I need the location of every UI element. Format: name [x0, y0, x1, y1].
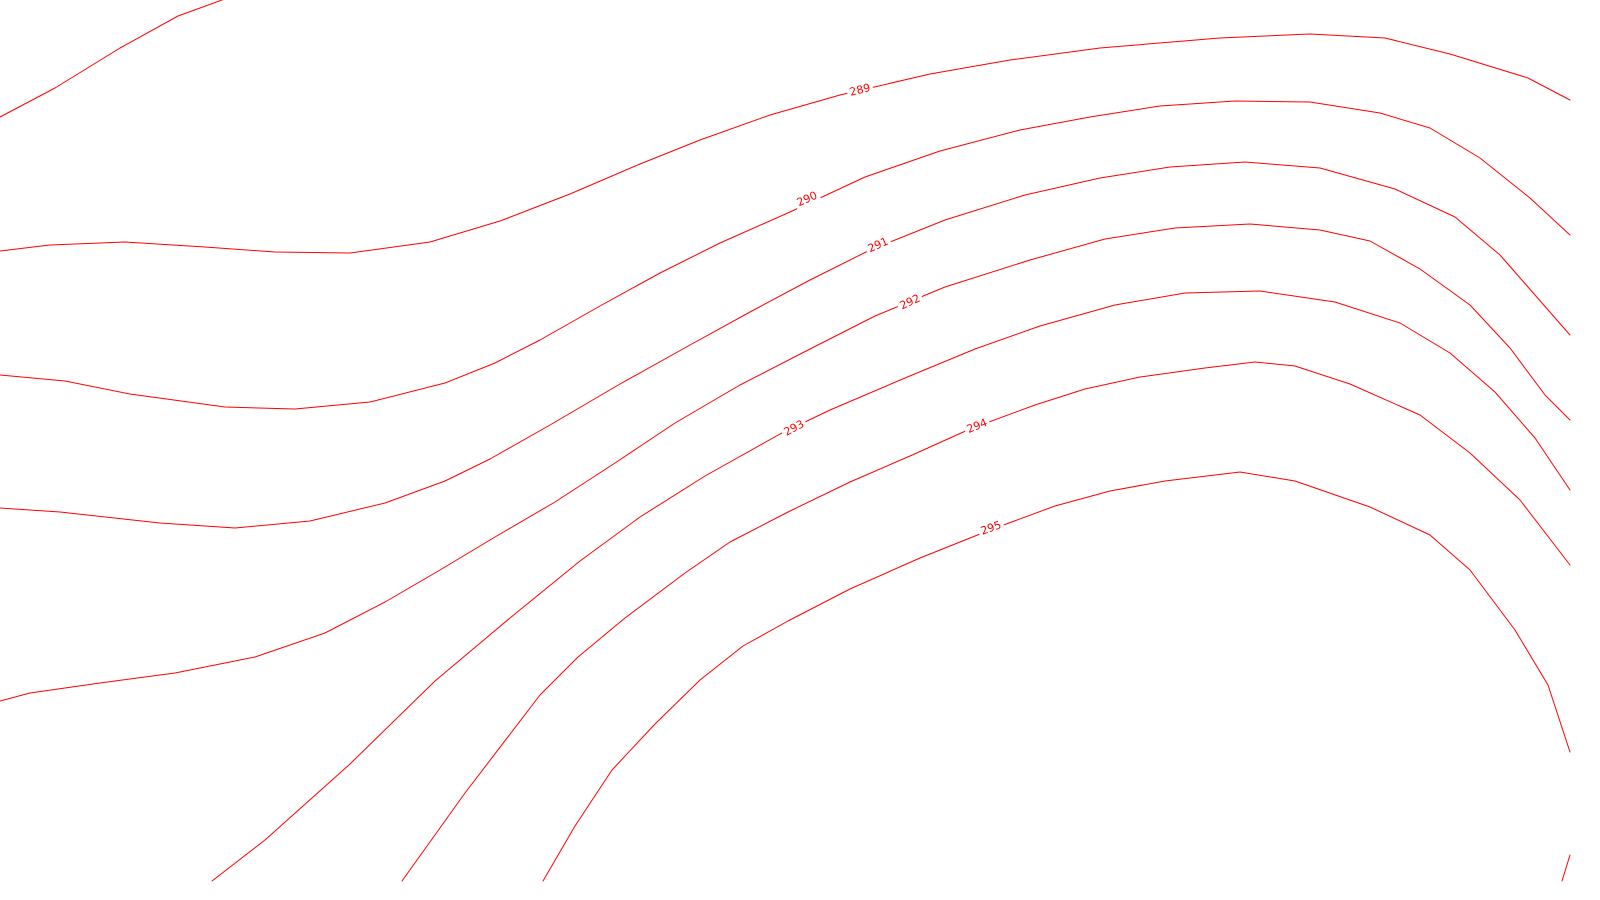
contour-line-290 [0, 100, 1571, 410]
contour-label-292: 292 [895, 290, 925, 314]
contour-line-top-left [0, 0, 223, 118]
contour-label-text: 295 [979, 518, 1003, 537]
contour-label-291: 291 [863, 233, 893, 257]
contour-line-291 [0, 161, 1571, 529]
contour-line-293 [211, 290, 1571, 882]
contour-line-right-edge [1561, 854, 1571, 882]
contour-line-295 [542, 471, 1571, 882]
contour-label-text: 289 [848, 81, 872, 99]
contour-label-289: 289 [845, 80, 875, 100]
contour-labels: 289 290 291 292 293 294 295 [779, 80, 1006, 540]
contour-label-290: 290 [792, 187, 822, 211]
contour-line-294 [401, 361, 1571, 882]
contour-label-295: 295 [976, 516, 1006, 540]
contour-label-294: 294 [962, 414, 992, 438]
contour-label-293: 293 [779, 415, 809, 441]
contour-line-289 [0, 33, 1571, 254]
contour-line-292 [0, 223, 1571, 702]
contour-lines [0, 0, 1571, 882]
